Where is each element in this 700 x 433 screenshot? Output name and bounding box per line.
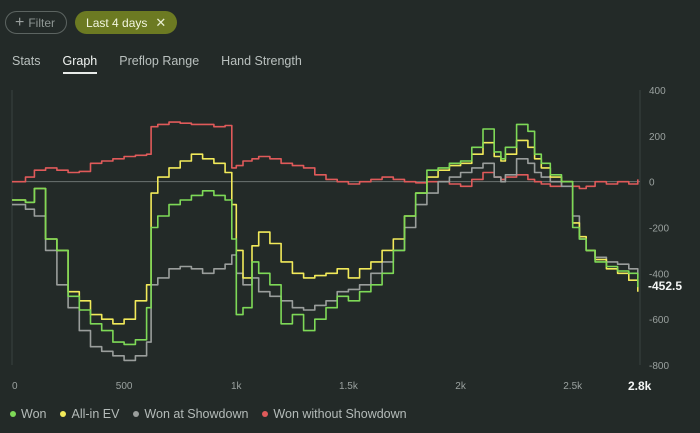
x-tick-label: 2k xyxy=(455,381,467,392)
legend-label-all-in-ev: All-in EV xyxy=(71,407,120,421)
plus-icon: + xyxy=(15,13,25,31)
series-line-won-at-showdown xyxy=(12,158,639,362)
legend-dot-won xyxy=(10,411,16,417)
legend-dot-all-in-ev xyxy=(60,411,67,417)
legend-item-won-at-showdown[interactable]: Won at Showdown xyxy=(133,407,248,421)
y-tick-label: 0 xyxy=(649,178,655,189)
close-icon[interactable]: ✕ xyxy=(155,14,167,30)
y-tick-label: -600 xyxy=(649,315,669,326)
filter-toolbar: + Filter Last 4 days ✕ xyxy=(5,11,178,36)
series-line-won-without-showdown xyxy=(12,121,639,190)
y-tick-label: -800 xyxy=(649,361,669,372)
add-filter-button[interactable]: + Filter xyxy=(5,11,68,34)
legend-dot-won-without-showdown xyxy=(262,411,269,417)
tab-stats[interactable]: Stats xyxy=(12,54,41,68)
y-tick-label: -400 xyxy=(649,269,669,280)
x-tick-label: 1.5k xyxy=(339,381,359,392)
view-tabs: Stats Graph Preflop Range Hand Strength xyxy=(12,54,302,74)
end-value-label: -452.5 xyxy=(648,279,683,293)
y-tick-label: 400 xyxy=(649,86,666,97)
y-tick-label: 200 xyxy=(649,132,666,143)
legend-label-won: Won xyxy=(21,407,47,421)
legend-item-all-in-ev[interactable]: All-in EV xyxy=(60,407,119,421)
tab-hand-strength[interactable]: Hand Strength xyxy=(221,54,302,68)
active-filter-chip[interactable]: Last 4 days ✕ xyxy=(75,11,178,34)
add-filter-label: Filter xyxy=(28,15,56,30)
results-graph: 400 200 0 -200 -400 -600 -800 0 500 1k 1.5k 2k 2.5k xyxy=(11,86,669,392)
x-axis-end-label: 2.8k xyxy=(628,379,652,393)
legend-label-won-without-showdown: Won without Showdown xyxy=(273,407,407,421)
legend-item-won-without-showdown[interactable]: Won without Showdown xyxy=(262,407,407,421)
tab-graph[interactable]: Graph xyxy=(62,54,98,74)
series-line-won xyxy=(12,123,639,346)
series-line-all-in-ev xyxy=(12,139,639,325)
x-tick-label: 0 xyxy=(12,381,18,392)
legend-dot-won-at-showdown xyxy=(133,411,140,417)
x-tick-label: 500 xyxy=(116,381,133,392)
chart-legend: Won All-in EV Won at Showdown Won withou… xyxy=(10,407,407,421)
legend-item-won[interactable]: Won xyxy=(10,407,46,421)
tab-preflop-range[interactable]: Preflop Range xyxy=(119,54,200,68)
x-tick-label: 2.5k xyxy=(563,381,583,392)
y-tick-label: -200 xyxy=(649,224,669,235)
x-tick-label: 1k xyxy=(231,381,243,392)
legend-label-won-at-showdown: Won at Showdown xyxy=(144,407,249,421)
active-filter-label: Last 4 days xyxy=(86,15,148,30)
